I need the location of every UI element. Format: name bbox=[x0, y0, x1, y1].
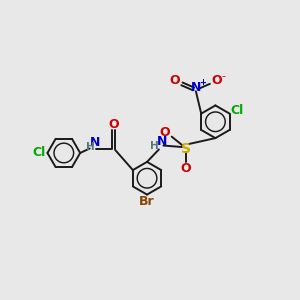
Text: N: N bbox=[191, 81, 201, 94]
Text: Cl: Cl bbox=[32, 146, 46, 160]
Text: Br: Br bbox=[139, 195, 155, 208]
Text: N: N bbox=[90, 136, 100, 149]
Text: O: O bbox=[212, 74, 222, 86]
Text: O: O bbox=[160, 126, 170, 139]
Text: +: + bbox=[199, 79, 206, 88]
Text: O: O bbox=[108, 118, 119, 131]
Text: S: S bbox=[181, 142, 191, 155]
Text: N: N bbox=[157, 135, 167, 148]
Text: O: O bbox=[170, 74, 180, 86]
Text: O: O bbox=[180, 162, 191, 175]
Text: H: H bbox=[150, 140, 159, 151]
Text: -: - bbox=[221, 71, 226, 81]
Text: Cl: Cl bbox=[230, 104, 244, 117]
Text: H: H bbox=[86, 142, 95, 152]
